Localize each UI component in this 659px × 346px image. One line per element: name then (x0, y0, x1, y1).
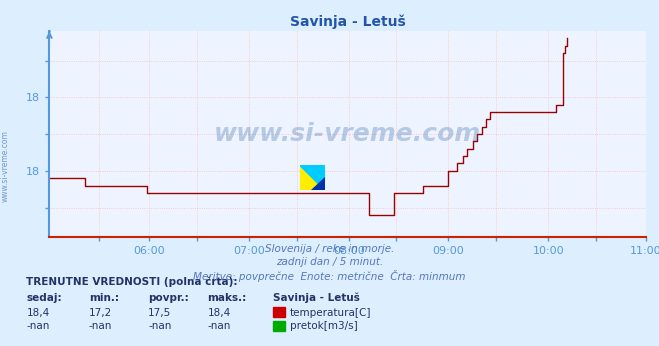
Text: -nan: -nan (148, 321, 171, 331)
Text: 18,4: 18,4 (26, 308, 49, 318)
Text: povpr.:: povpr.: (148, 293, 189, 303)
Text: maks.:: maks.: (208, 293, 247, 303)
Text: -nan: -nan (208, 321, 231, 331)
Text: 18,4: 18,4 (208, 308, 231, 318)
Text: zadnji dan / 5 minut.: zadnji dan / 5 minut. (276, 257, 383, 267)
Polygon shape (300, 165, 325, 190)
Text: sedaj:: sedaj: (26, 293, 62, 303)
Text: www.si-vreme.com: www.si-vreme.com (214, 122, 481, 146)
Text: 17,5: 17,5 (148, 308, 171, 318)
Text: -nan: -nan (26, 321, 49, 331)
Text: -nan: -nan (89, 321, 112, 331)
Text: temperatura[C]: temperatura[C] (290, 308, 372, 318)
Text: min.:: min.: (89, 293, 119, 303)
Polygon shape (300, 165, 325, 190)
Text: 17,2: 17,2 (89, 308, 112, 318)
Text: Meritve: povprečne  Enote: metrične  Črta: minmum: Meritve: povprečne Enote: metrične Črta:… (193, 270, 466, 282)
Polygon shape (311, 176, 325, 190)
Text: Savinja - Letuš: Savinja - Letuš (273, 292, 360, 303)
Text: www.si-vreme.com: www.si-vreme.com (1, 130, 10, 202)
Title: Savinja - Letuš: Savinja - Letuš (290, 14, 405, 29)
Text: Slovenija / reke in morje.: Slovenija / reke in morje. (265, 244, 394, 254)
Text: pretok[m3/s]: pretok[m3/s] (290, 321, 358, 331)
Text: TRENUTNE VREDNOSTI (polna črta):: TRENUTNE VREDNOSTI (polna črta): (26, 277, 238, 288)
